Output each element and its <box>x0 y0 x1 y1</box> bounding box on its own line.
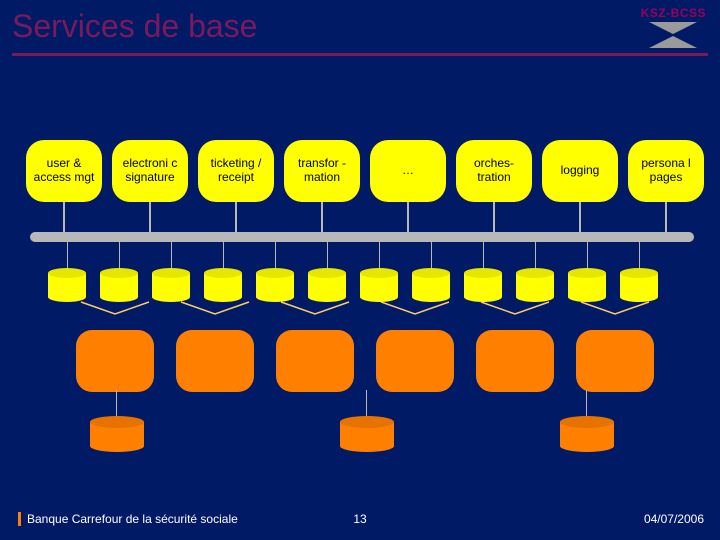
v-connector <box>75 300 155 316</box>
v-connector <box>475 300 555 316</box>
process-box <box>176 330 254 392</box>
service-label: ticketing / receipt <box>202 157 270 185</box>
footer: Banque Carrefour de la sécurité sociale … <box>0 512 720 530</box>
data-cylinder-small <box>308 268 346 302</box>
v-connector <box>275 300 355 316</box>
connector-line <box>407 200 409 236</box>
data-cylinder-small <box>100 268 138 302</box>
connector-line <box>665 200 667 236</box>
process-box <box>376 330 454 392</box>
data-cylinder-small <box>620 268 658 302</box>
service-label: electroni c signature <box>116 157 184 185</box>
data-cylinder-small <box>256 268 294 302</box>
connector-line <box>493 200 495 236</box>
service-box: transfor -mation <box>284 140 360 202</box>
v-connector <box>175 300 255 316</box>
footer-date: 04/07/2006 <box>644 512 704 526</box>
data-cylinder-large <box>90 416 144 452</box>
connector-line <box>579 200 581 236</box>
logo-text: KSZ-BCSS <box>641 6 706 20</box>
service-label: orches- tration <box>460 157 528 185</box>
service-box: user & access mgt <box>26 140 102 202</box>
connector-line <box>63 200 65 236</box>
connector-line <box>235 200 237 236</box>
data-cylinder-small <box>464 268 502 302</box>
data-cylinder-large <box>340 416 394 452</box>
page-title: Services de base <box>12 8 708 45</box>
data-cylinder-small <box>568 268 606 302</box>
service-box: ticketing / receipt <box>198 140 274 202</box>
service-label: persona l pages <box>632 157 700 185</box>
connector-line <box>321 200 323 236</box>
footer-page-number: 13 <box>353 512 366 526</box>
connector-line <box>149 200 151 236</box>
logo-icon <box>649 22 697 48</box>
v-connector <box>375 300 455 316</box>
data-cylinder-small <box>48 268 86 302</box>
data-cylinder-small <box>360 268 398 302</box>
process-box <box>576 330 654 392</box>
service-label: logging <box>561 164 600 178</box>
data-cylinder-small <box>152 268 190 302</box>
service-box: … <box>370 140 446 202</box>
service-label: transfor -mation <box>288 157 356 185</box>
logo: KSZ-BCSS <box>641 6 706 48</box>
service-box: logging <box>542 140 618 202</box>
footer-left: Banque Carrefour de la sécurité sociale <box>18 512 238 526</box>
header: Services de base KSZ-BCSS <box>0 0 720 49</box>
service-box: electroni c signature <box>112 140 188 202</box>
v-connector <box>575 300 655 316</box>
slide: Services de base KSZ-BCSS user & access … <box>0 0 720 540</box>
data-cylinder-small <box>204 268 242 302</box>
process-box <box>276 330 354 392</box>
service-label: … <box>402 164 414 178</box>
service-bus <box>30 232 694 242</box>
process-box <box>476 330 554 392</box>
process-box <box>76 330 154 392</box>
service-box: orches- tration <box>456 140 532 202</box>
data-cylinder-large <box>560 416 614 452</box>
data-cylinder-small <box>516 268 554 302</box>
service-label: user & access mgt <box>30 157 98 185</box>
service-box: persona l pages <box>628 140 704 202</box>
title-underline <box>12 53 708 56</box>
diagram: user & access mgt electroni c signature ti… <box>0 120 720 500</box>
data-cylinder-small <box>412 268 450 302</box>
